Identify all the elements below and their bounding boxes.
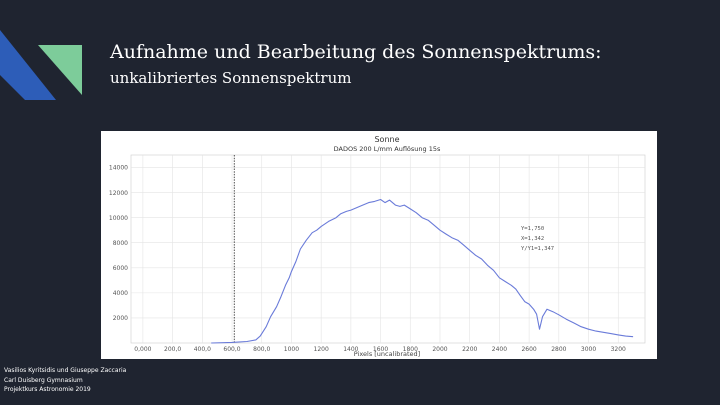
x-tick-label: 600,0 [223,346,240,353]
x-tick-label: 3000 [581,346,596,353]
x-tick-label: 1400 [343,346,358,353]
x-tick-label: 2200 [462,346,477,353]
credit-course: Projektkurs Astronomie 2019 [4,386,91,393]
x-tick-label: 2800 [551,346,566,353]
credits: Vasilios Kyritsidis und Giuseppe Zaccari… [4,366,126,395]
credit-school: Carl Duisberg Gymnasium [4,376,83,384]
x-tick-label: 3200 [611,346,626,353]
cursor-readout: X=1,342 [521,236,544,242]
corner-decoration [0,30,82,100]
x-tick-label: 200,0 [164,346,181,353]
x-tick-label: 800,0 [253,346,270,353]
x-tick-label: 400,0 [194,346,211,353]
x-tick-label: 1200 [314,346,329,353]
y-tick-label: 6000 [113,265,128,272]
credit-authors: Vasilios Kyritsidis und Giuseppe Zaccari… [4,367,127,374]
cursor-readout: Y/Y1=1,347 [521,246,554,252]
chart-title: Sonne [374,135,399,144]
y-tick-label: 14000 [109,165,128,172]
x-tick-label: 2600 [521,346,536,353]
chart-subtitle: DADOS 200 L/mm Auflösung 15s [334,145,441,153]
blue-ribbon [0,30,56,100]
x-axis-label: Pixels [uncalibrated] [354,350,420,358]
x-tick-label: 1800 [403,346,418,353]
x-tick-label: 2400 [492,346,507,353]
cursor-readout: Y=1,750 [521,226,544,232]
y-tick-label: 2000 [113,315,128,322]
x-tick-label: 0,000 [134,346,151,353]
plot-frame [130,154,646,344]
x-tick-label: 2000 [432,346,447,353]
y-tick-label: 4000 [113,290,128,297]
slide-title: Aufnahme und Bearbeitung des Sonnenspekt… [110,41,602,63]
spectrum-chart: Sonne DADOS 200 L/mm Auflösung 15s 2000 4… [101,131,657,359]
spectrum-line [211,198,634,344]
x-tick-label: 1600 [373,346,388,353]
y-tick-label: 8000 [113,240,128,247]
slide-subtitle: unkalibriertes Sonnenspektrum [110,69,352,87]
y-tick-label: 12000 [109,190,128,197]
y-tick-label: 10000 [109,215,128,222]
x-tick-label: 1000 [284,346,299,353]
green-ribbon [38,45,82,95]
spectrum-chart-svg: Sonne DADOS 200 L/mm Auflösung 15s 2000 4… [109,135,646,358]
